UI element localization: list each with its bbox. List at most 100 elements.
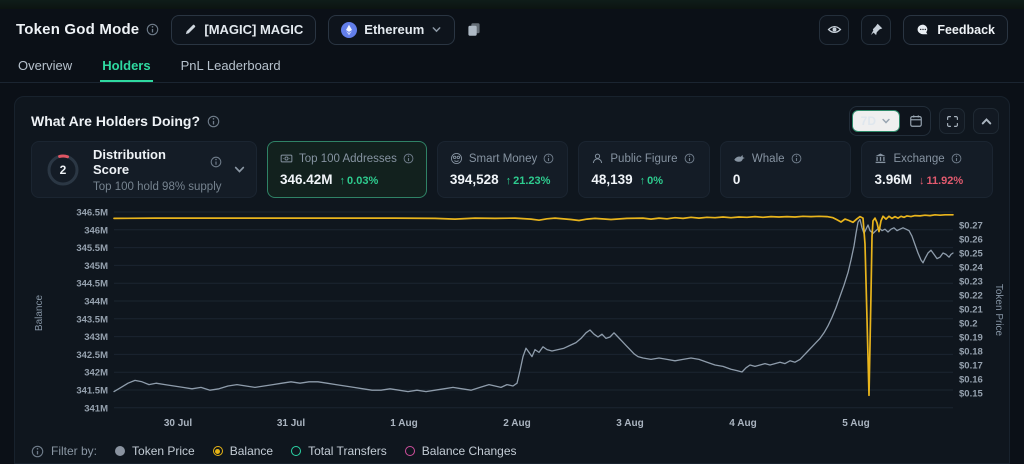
chart-canvas[interactable]: 346.5M 346M 345.5M 345M 344.5M 344M 343.5M 343M…	[15, 205, 1011, 437]
radio-dot	[404, 446, 415, 456]
metric-card-top-100-addresses[interactable]: Top 100 Addresses 346.42M ↑ 0.03%	[267, 141, 427, 198]
price-tick-label: $0.18	[959, 347, 983, 358]
price-tick-label: $0.24	[959, 263, 983, 274]
chat-bubble-icon	[916, 23, 930, 37]
chevron-down-icon	[881, 116, 891, 126]
info-icon	[543, 153, 554, 164]
feedback-label: Feedback	[937, 22, 995, 37]
price-tick-label: $0.25	[959, 249, 983, 260]
top-edge-strip	[0, 0, 1024, 9]
calendar-icon	[910, 115, 922, 127]
right-axis-title: Token Price	[993, 284, 1004, 337]
banknote-icon	[280, 152, 293, 165]
date-label: 5 Aug	[842, 418, 869, 429]
tab-pnl-leaderboard[interactable]: PnL Leaderboard	[179, 50, 283, 82]
filter-balance[interactable]: Balance	[212, 444, 273, 458]
price-tick-label: $0.21	[959, 305, 983, 316]
panel-header: What Are Holders Doing? 7D	[31, 106, 999, 136]
chevron-down-icon	[431, 24, 442, 35]
balance-tick-label: 345.5M	[76, 243, 108, 254]
chevron-up-icon	[981, 117, 991, 124]
metric-card-whale[interactable]: Whale 0	[719, 141, 852, 198]
change-arrow: ↑	[339, 175, 346, 187]
date-label: 1 Aug	[390, 418, 417, 429]
date-label: 2 Aug	[503, 418, 530, 429]
copy-icon[interactable]	[467, 22, 481, 37]
date-range-group: 7D	[848, 106, 931, 136]
bank-icon	[874, 152, 887, 165]
distribution-score-card[interactable]: 2 Distribution Score Top 100 hold 98% su…	[31, 141, 257, 198]
watchlist-button[interactable]	[819, 14, 850, 45]
balance-tick-label: 342M	[84, 368, 108, 379]
price-tick-label: $0.17	[959, 361, 983, 372]
pin-button[interactable]	[861, 14, 892, 45]
range-selector-button[interactable]: 7D	[851, 110, 900, 132]
page-title: Token God Mode	[16, 21, 140, 38]
filter-by-label: Filter by:	[51, 444, 98, 458]
distribution-subtitle: Top 100 hold 98% supply	[93, 180, 222, 193]
eye-icon	[827, 22, 842, 37]
radio-dot	[291, 446, 302, 456]
tab-label: Holders	[102, 57, 151, 73]
price-tick-label: $0.26	[959, 235, 983, 246]
chain-selector[interactable]: Ethereum	[328, 14, 456, 45]
metric-value: 3.96M	[874, 172, 912, 187]
price-tick-label: $0.2	[959, 319, 978, 330]
left-axis-title: Balance	[34, 294, 45, 331]
date-label: 30 Jul	[164, 418, 193, 429]
balance-tick-label: 343.5M	[76, 314, 108, 325]
metric-label: Smart Money	[468, 152, 538, 165]
balance-tick-label: 346.5M	[76, 208, 108, 219]
chart-controls: 7D	[848, 106, 999, 136]
metric-change: ↓ 11.92%	[919, 175, 964, 187]
tab-holders[interactable]: Holders	[100, 50, 153, 82]
legend-label: Balance Changes	[421, 444, 517, 458]
price-tick-label: $0.19	[959, 333, 983, 344]
smart-money-face-icon	[450, 152, 463, 165]
feedback-button[interactable]: Feedback	[903, 14, 1008, 45]
distribution-title: Distribution Score	[93, 146, 166, 177]
top-bar: Token God Mode [MAGIC] MAGIC Ethereum	[0, 9, 1024, 50]
filter-token-price[interactable]: Token Price	[115, 444, 195, 458]
metric-label: Whale	[751, 152, 785, 165]
tab-overview[interactable]: Overview	[16, 50, 74, 82]
info-icon	[31, 445, 44, 458]
distribution-text: Distribution Score Top 100 hold 98% supp…	[93, 147, 222, 193]
metric-value: 346.42M	[280, 172, 333, 187]
chevron-down-icon[interactable]	[233, 163, 246, 176]
price-tick-label: $0.22	[959, 291, 983, 302]
series-token-price	[113, 218, 954, 393]
holders-panel: What Are Holders Doing? 7D	[14, 96, 1010, 464]
distribution-score-value: 2	[59, 162, 67, 177]
metric-value: 48,139	[591, 172, 633, 187]
holder-metric-cards: 2 Distribution Score Top 100 hold 98% su…	[31, 141, 994, 198]
calendar-button[interactable]	[904, 109, 928, 133]
change-arrow: ↑	[639, 175, 646, 187]
metric-card-exchange[interactable]: Exchange 3.96M ↓ 11.92%	[861, 141, 994, 198]
info-icon	[207, 115, 220, 128]
filter-total-transfers[interactable]: Total Transfers	[291, 444, 387, 458]
metric-label: Top 100 Addresses	[299, 152, 397, 165]
filter-balance-changes[interactable]: Balance Changes	[404, 444, 517, 458]
fullscreen-icon	[946, 115, 958, 127]
token-pill-label: [MAGIC] MAGIC	[204, 22, 304, 37]
whale-icon	[733, 152, 746, 165]
metric-change: ↑ 0.03%	[339, 175, 379, 187]
balance-price-chart[interactable]: 346.5M 346M 345.5M 345M 344.5M 344M 343.5M 343M…	[15, 205, 1011, 437]
balance-tick-label: 342.5M	[76, 350, 108, 361]
token-selector[interactable]: [MAGIC] MAGIC	[171, 14, 317, 45]
section-tabs: Overview Holders PnL Leaderboard	[0, 50, 1024, 83]
metric-label: Public Figure	[610, 152, 678, 165]
fullscreen-button[interactable]	[939, 108, 965, 134]
metric-card-public-figure[interactable]: Public Figure 48,139 ↑ 0%	[578, 141, 710, 198]
metric-value: 394,528	[449, 172, 499, 187]
filter-by-label-wrap: Filter by:	[31, 444, 97, 458]
price-tick-label: $0.27	[959, 221, 983, 232]
price-tick-label: $0.23	[959, 277, 983, 288]
info-icon	[210, 156, 222, 168]
series-balance	[113, 213, 954, 397]
collapse-button[interactable]	[973, 108, 999, 134]
metric-card-smart-money[interactable]: Smart Money 394,528 ↑ 21.23%	[436, 141, 569, 198]
metric-label: Exchange	[893, 152, 945, 165]
radio-dot	[212, 446, 223, 456]
